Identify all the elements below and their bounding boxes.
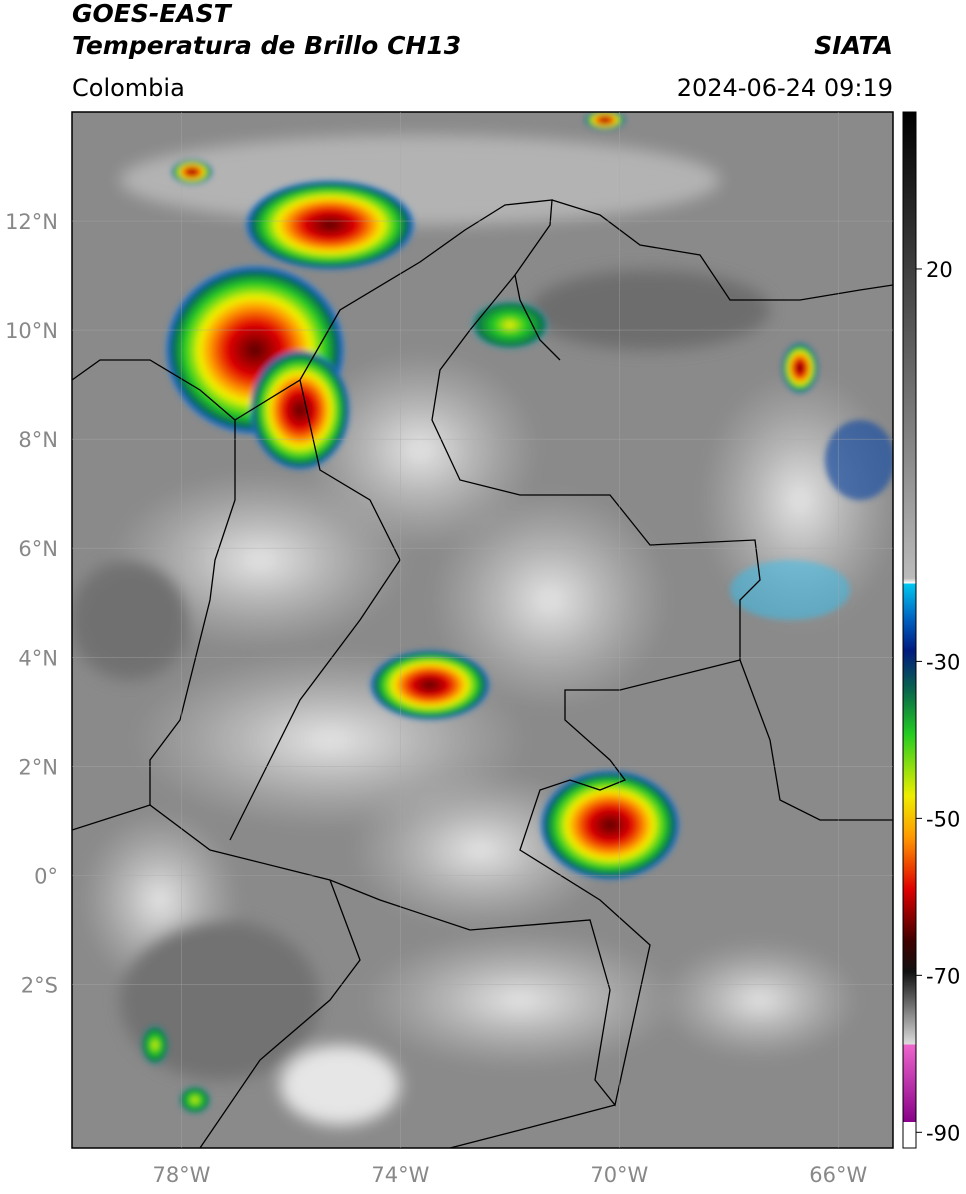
source: SIATA [814,31,893,60]
colorbar [902,111,917,1149]
x-tick-label: 74°W [371,1163,429,1187]
y-tick-label: 2°S [21,973,58,997]
colorbar-tick-label: -30 [926,650,960,674]
y-tick-label: 8°N [18,428,58,452]
subtitle: Temperatura de Brillo CH13 [72,31,461,60]
region: Colombia [72,74,185,102]
x-tick-label: 78°W [152,1163,210,1187]
colorbar-tick-label: -50 [926,807,960,831]
x-tick-label: 70°W [590,1163,648,1187]
y-tick-label: 4°N [18,646,58,670]
datetime: 2024-06-24 09:19 [677,74,893,102]
colorbar-tick-label: 20 [926,258,953,282]
title: GOES-EAST [72,0,233,28]
colorbar-tick-label: -90 [926,1121,960,1145]
y-tick-label: 10°N [5,319,58,343]
satellite-image [72,112,893,1148]
y-tick-label: 12°N [5,210,58,234]
x-tick-label: 66°W [809,1163,867,1187]
y-tick-label: 6°N [18,537,58,561]
y-tick-label: 2°N [18,755,58,779]
y-tick-label: 0° [34,864,58,888]
colorbar-tick-label: -70 [926,964,960,988]
map-frame [71,111,894,1149]
